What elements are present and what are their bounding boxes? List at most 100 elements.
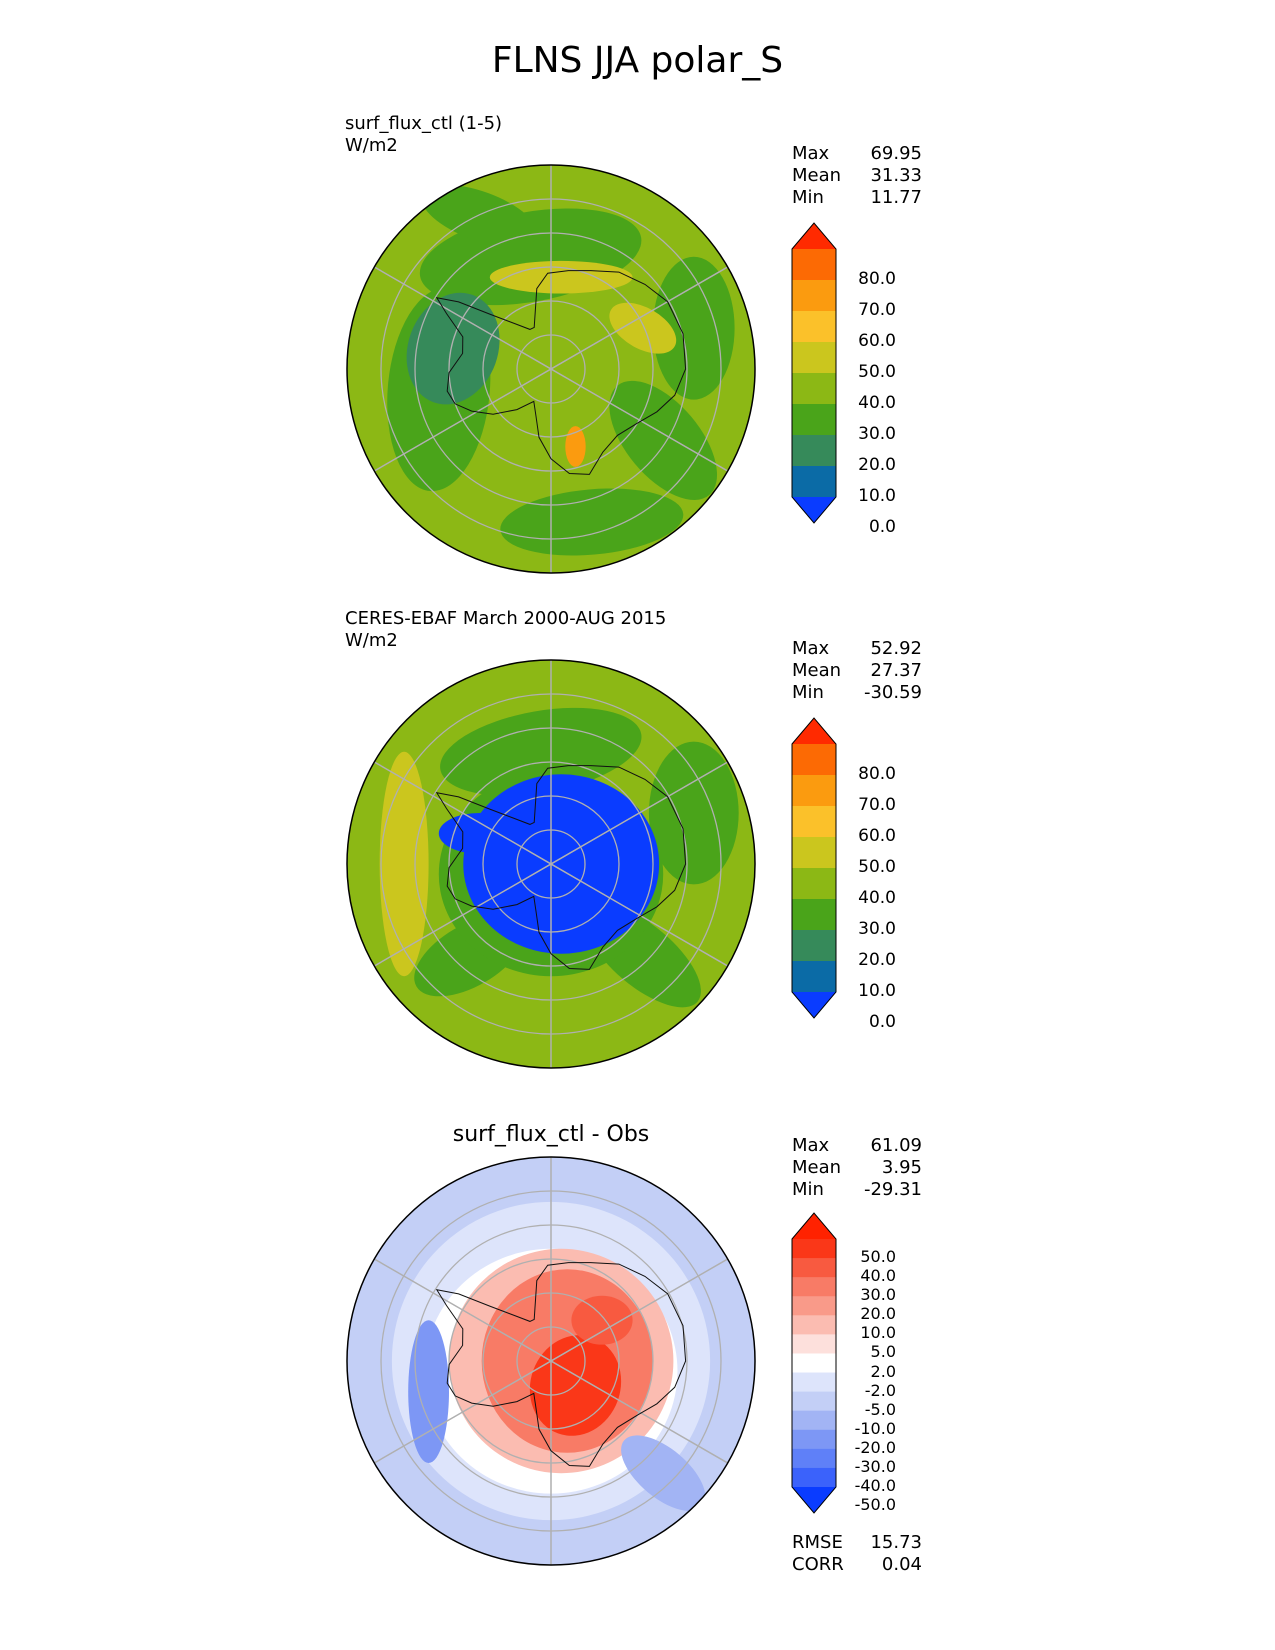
panel-diff: surf_flux_ctl - Obs Max 61.09 Mean 3.95 Mi… <box>0 0 1275 1575</box>
colorbar-max-extension <box>792 1213 836 1239</box>
colorbar-band <box>792 868 836 900</box>
colorbar-tick-label: -2.0 <box>864 1380 896 1400</box>
meridian-line <box>374 1258 552 1362</box>
colorbar-tick-label: -30.0 <box>854 1456 896 1476</box>
min-value: 11.77 <box>870 187 922 208</box>
mean-label: Mean <box>792 165 842 186</box>
panel-units: W/m2 <box>345 630 398 651</box>
colorbar-band <box>792 1277 836 1297</box>
colorbar-tick-label: -50.0 <box>854 1495 896 1515</box>
colorbar-tick-label: -40.0 <box>854 1476 896 1495</box>
colorbar-tick-label: 50.0 <box>858 362 896 382</box>
field-region <box>565 426 586 467</box>
colorbar-scale <box>791 222 837 524</box>
colorbar-band <box>792 1315 836 1335</box>
colorbar-band <box>792 280 836 312</box>
polar-map-obs <box>346 659 756 1069</box>
mean-label: Mean <box>792 660 842 681</box>
field-region <box>609 380 718 500</box>
colorbar-tick-label: 20.0 <box>858 455 896 475</box>
colorbar-tick-label: 80.0 <box>858 764 896 784</box>
field-region <box>408 1320 449 1463</box>
colorbar-tick-label: 0.0 <box>868 517 896 537</box>
colorbar-tick-label: 5.0 <box>870 1342 896 1362</box>
field-region <box>421 184 538 248</box>
colorbar-tick-label: 10.0 <box>858 486 896 506</box>
antarctica-coastline <box>435 1262 687 1467</box>
colorbar-tick-label: -10.0 <box>854 1418 896 1438</box>
colorbar-tick-label: -5.0 <box>864 1399 896 1419</box>
colorbar-outline <box>791 1212 837 1514</box>
colorbar-band <box>792 1258 836 1278</box>
colorbar-tick-label: 20.0 <box>858 950 896 970</box>
colorbar-outline <box>791 222 837 524</box>
colorbar-band <box>792 837 836 869</box>
panel-test: surf_flux_ctl (1-5) W/m2 Max 69.95 Mean 31… <box>0 0 1275 574</box>
panel-title-line1: CERES-EBAF March 2000-AUG 2015 <box>345 608 667 629</box>
colorbar-scale <box>791 1212 837 1514</box>
colorbar-tick-label: 10.0 <box>858 981 896 1001</box>
max-value: 52.92 <box>870 638 922 659</box>
field-region <box>648 741 739 885</box>
colorbar-tick-label: 0.0 <box>868 1012 896 1032</box>
colorbar-max-extension <box>792 718 836 744</box>
colorbar-band <box>792 1353 836 1374</box>
colorbar-band <box>792 1448 836 1469</box>
field-region <box>440 707 642 796</box>
field-region <box>406 292 500 405</box>
panel-units: W/m2 <box>345 135 398 156</box>
colorbar-band <box>792 435 836 467</box>
meridian-line <box>374 1360 552 1464</box>
corr-value: 0.04 <box>881 1554 922 1575</box>
colorbar-tick-label: 10.0 <box>860 1323 896 1343</box>
page-title: FLNS JJA polar_S <box>491 40 784 81</box>
min-label: Min <box>792 187 824 208</box>
max-value: 69.95 <box>870 143 922 164</box>
stats-box: Max 61.09 Mean 3.95 Min -29.31 <box>792 1135 922 1201</box>
colorbar-tick-label: 70.0 <box>858 300 896 320</box>
colorbar-band <box>792 899 836 931</box>
map-boundary <box>346 164 756 574</box>
panel-title: CERES-EBAF March 2000-AUG 2015 W/m2 <box>345 608 666 652</box>
colorbar-tick-label: 60.0 <box>858 826 896 846</box>
antarctica-coastline <box>435 270 687 475</box>
colorbar-band <box>792 806 836 838</box>
colorbar-tick-label: 70.0 <box>858 795 896 815</box>
colorbar-max-extension <box>792 223 836 249</box>
panel-title: surf_flux_ctl (1-5) W/m2 <box>345 113 502 157</box>
colorbar: 80.0 70.0 60.0 50.0 40.0 30.0 20.0 10.0 0.0 <box>790 222 950 537</box>
colorbar-band <box>792 961 836 993</box>
meridian-line <box>374 863 552 967</box>
min-label: Min <box>792 1179 824 1200</box>
field-region <box>379 751 429 977</box>
stats-box: Max 52.92 Mean 27.37 Min -30.59 <box>792 638 922 704</box>
meridian-line <box>550 368 728 472</box>
field-region <box>653 256 735 400</box>
colorbar-band <box>792 1410 836 1431</box>
colorbar-tick-label: 2.0 <box>870 1361 896 1381</box>
colorbar-tick-label: -20.0 <box>854 1437 896 1457</box>
mean-value: 31.33 <box>870 165 922 186</box>
map-boundary <box>346 1156 756 1566</box>
meridian-line <box>374 761 552 865</box>
polar-map-diff <box>346 1156 756 1566</box>
colorbar-band <box>792 1372 836 1393</box>
colorbar-tick-label: 20.0 <box>860 1304 896 1324</box>
colorbar-min-extension <box>792 992 836 1018</box>
max-value: 61.09 <box>870 1135 922 1156</box>
colorbar-scale <box>791 717 837 1019</box>
mean-label: Mean <box>792 1157 842 1178</box>
mean-value: 27.37 <box>870 660 922 681</box>
field-region <box>571 1295 633 1345</box>
colorbar-tick-label: 30.0 <box>860 1285 896 1305</box>
colorbar-tick-label: 50.0 <box>858 857 896 877</box>
colorbar-min-extension <box>792 497 836 523</box>
colorbar-band <box>792 930 836 962</box>
colorbar-tick-label: 30.0 <box>858 424 896 444</box>
field-region <box>489 260 633 294</box>
colorbar-min-extension <box>792 1487 836 1513</box>
max-label: Max <box>792 143 830 164</box>
colorbar: 50.0 40.0 30.0 20.0 10.0 5.0 2.0 -2.0 -5.0 -10.0-… <box>790 1212 950 1515</box>
meridian-line <box>374 368 552 472</box>
map-boundary <box>346 659 756 1069</box>
